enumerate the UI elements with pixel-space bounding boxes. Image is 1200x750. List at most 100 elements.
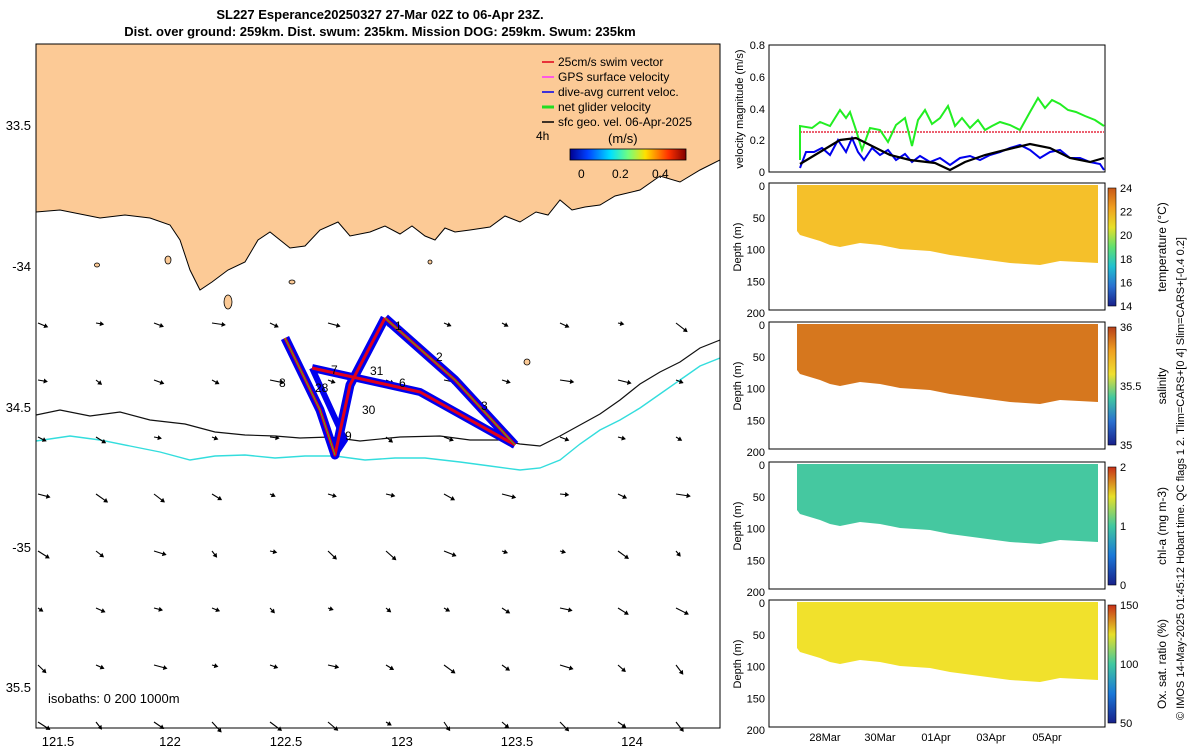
geo-velocity-arrowhead (332, 493, 337, 498)
geo-velocity-arrowhead (160, 497, 165, 503)
section-colorbar-tick: 20 (1120, 230, 1132, 242)
isobath-200m (36, 339, 720, 447)
depth-tick: 150 (747, 276, 765, 288)
depth-tick: 150 (747, 693, 765, 705)
vel-tick: 0.6 (750, 72, 765, 84)
lon-tick-label: 121.5 (42, 734, 75, 749)
geo-velocity-arrowhead (212, 552, 218, 558)
track-label: 7 (331, 363, 338, 377)
geo-velocity-arrowhead (450, 668, 456, 674)
section-colorbar-tick: 36 (1120, 322, 1132, 334)
depth-tick: 150 (747, 555, 765, 567)
geo-velocity-arrowhead (161, 551, 167, 557)
section-colorbar (1107, 604, 1117, 724)
depth-axis-label: Depth (m) (732, 502, 744, 551)
section-colorbar-tick: 50 (1120, 718, 1132, 730)
geo-velocity-arrowhead (390, 492, 396, 498)
geo-velocity-arrowhead (683, 610, 689, 615)
geo-velocity-arrowhead (561, 549, 567, 554)
geo-velocity-arrowhead (626, 379, 632, 385)
title-line-2: Dist. over ground: 259km. Dist. swum: 23… (124, 24, 636, 39)
geo-velocity-arrowhead (386, 607, 392, 613)
section-colorbar-tick: 35 (1120, 440, 1132, 452)
vel-tick: 0.8 (750, 40, 765, 52)
geo-velocity-arrowhead (388, 438, 394, 443)
depth-tick: 200 (747, 308, 765, 320)
colorbar-tick: 0.2 (612, 167, 629, 181)
geo-velocity-arrowhead (623, 610, 629, 615)
geo-velocity-arrowhead (221, 321, 226, 327)
section-colorbar (1107, 187, 1117, 307)
geo-velocity-arrowhead (503, 322, 509, 327)
time-axis: 28Mar 30Mar 01Apr 03Apr 05Apr (809, 732, 1062, 744)
geo-velocity-arrowhead (504, 723, 510, 729)
geo-velocity-arrowhead (332, 554, 337, 560)
geo-velocity-arrowhead (162, 665, 168, 670)
geo-velocity-arrowhead (270, 492, 276, 498)
section-colorbar-tick: 35.5 (1120, 381, 1141, 393)
section-colorbar-tick: 16 (1120, 277, 1132, 289)
track-label: 3 (481, 399, 488, 413)
legend-net-glider: net glider velocity (558, 100, 651, 114)
depth-tick: 100 (747, 245, 765, 257)
geo-velocity-arrowhead (273, 323, 279, 328)
islands (94, 255, 531, 366)
geo-velocity-arrowhead (99, 664, 105, 670)
depth-tick: 100 (747, 662, 765, 674)
geo-velocity-arrowhead (506, 379, 511, 384)
time-tick: 03Apr (976, 732, 1006, 744)
track-label: 8 (279, 376, 286, 390)
geo-velocity-arrowhead (568, 665, 574, 671)
section-colorbar-tick: 24 (1120, 183, 1132, 195)
geo-velocity-arrowhead (159, 322, 164, 328)
depth-tick: 100 (747, 524, 765, 536)
geo-velocity-arrowhead (677, 436, 683, 441)
section-colorbar-tick: 100 (1120, 659, 1138, 671)
vel-tick: 0.2 (750, 135, 765, 147)
legend-swim-vector: 25cm/s swim vector (558, 55, 663, 69)
depth-tick: 0 (759, 181, 765, 193)
geo-velocity-arrowhead (511, 494, 517, 500)
geo-velocity-arrowhead (335, 322, 341, 328)
section-colorbar-tick: 22 (1120, 207, 1132, 219)
depth-axis-label: Depth (m) (732, 362, 744, 411)
velocity-y-ticks: 0 0.2 0.4 0.6 0.8 (750, 40, 765, 179)
geo-velocity-arrowhead (217, 495, 223, 501)
depth-tick: 200 (747, 447, 765, 459)
geo-velocity-arrowhead (272, 549, 278, 555)
imos-side-note: © IMOS 14-May-2025 01:45:12 Hobart time.… (1175, 237, 1187, 720)
speed-colorbar (569, 148, 687, 161)
geo-velocity-arrowhead (505, 666, 511, 671)
geo-velocity-arrowhead (621, 435, 626, 441)
section-colorbar (1107, 466, 1117, 586)
time-tick: 05Apr (1032, 732, 1062, 744)
section-colorbar (1107, 326, 1117, 446)
geo-velocity-arrowhead (676, 551, 681, 557)
geo-velocity-arrowhead (686, 493, 691, 499)
geo-velocity-arrowhead (619, 321, 625, 326)
depth-tick: 200 (747, 725, 765, 737)
lat-tick-label: 35.5 (6, 680, 31, 695)
velocity-ylabel: velocity magnitude (m/s) (734, 49, 746, 168)
geostrophic-velocity-arrows (37, 321, 691, 733)
plot-title: SL227 Esperance20250327 27-Mar 02Z to 06… (40, 6, 720, 40)
geo-velocity-arrowhead (41, 437, 47, 442)
vel-tick: 0.4 (750, 104, 765, 116)
lon-tick-label: 122.5 (270, 734, 303, 749)
geo-velocity-arrowhead (45, 493, 51, 499)
depth-tick: 0 (759, 320, 765, 332)
depth-axis-label: Depth (m) (732, 640, 744, 689)
vel-tick: 0 (759, 167, 765, 179)
section-colorbar-label: salinity (1155, 368, 1169, 405)
geo-velocity-arrowhead (100, 608, 106, 613)
geo-velocity-arrowhead (43, 323, 49, 328)
geo-velocity-arrowhead (450, 495, 456, 501)
section-colorbar-tick: 14 (1120, 301, 1132, 313)
geo-velocity-arrowhead (280, 379, 285, 385)
section-data-fill (797, 464, 1098, 544)
track-label: 1 (395, 319, 402, 333)
geo-velocity-arrowhead (679, 727, 684, 732)
geo-velocity-arrowhead (330, 379, 336, 384)
